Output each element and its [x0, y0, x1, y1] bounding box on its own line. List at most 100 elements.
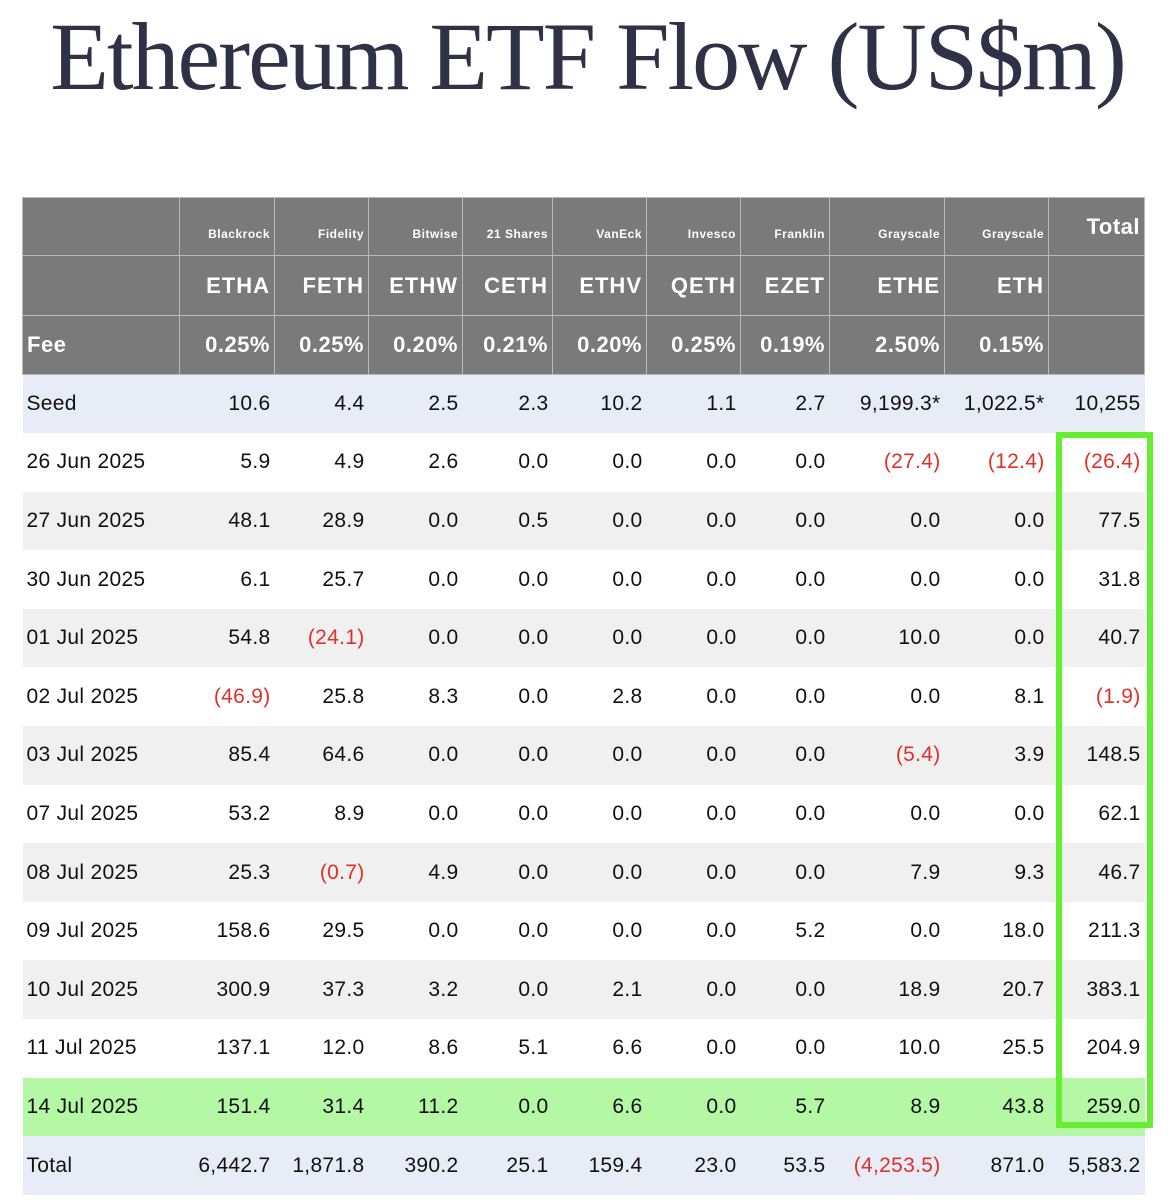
flow-cell: 2.7: [740, 374, 830, 434]
flow-cell: 0.0: [740, 843, 830, 902]
table-row: 27 Jun 2025 48.1 28.9 0.0 0.5 0.0 0.0 0.0 0.0 0.0…: [22, 491, 1145, 551]
table-row: 08 Jul 2025 25.3 (0.7) 4.9 0.0 0.0 0.0 0.0 7.9 9.…: [22, 843, 1145, 902]
issuer-header: VanEck: [552, 197, 647, 256]
flow-cell: 0.0: [740, 550, 830, 609]
flow-cell: 0.0: [646, 1077, 741, 1137]
flow-cell: 0.0: [646, 608, 741, 668]
flow-cell: 6.1: [179, 550, 275, 609]
row-label: 11 Jul 2025: [22, 1019, 180, 1078]
flow-cell: 0.0: [829, 901, 945, 961]
flow-cell: 25.7: [274, 550, 369, 609]
flow-cell: 6,442.7: [179, 1136, 275, 1195]
row-label: 03 Jul 2025: [22, 726, 180, 785]
flow-cell: 0.0: [462, 608, 553, 668]
flow-cell: 0.0: [944, 784, 1049, 844]
flow-cell: 0.0: [740, 608, 830, 668]
table-row: 10 Jul 2025 300.9 37.3 3.2 0.0 2.1 0.0 0.0 18.9 2…: [22, 960, 1145, 1020]
table-row: 11 Jul 2025 137.1 12.0 8.6 5.1 6.6 0.0 0.0 10.0 2…: [22, 1019, 1145, 1078]
flow-cell: 0.0: [944, 491, 1049, 551]
flow-cell: 0.0: [552, 784, 647, 844]
flow-cell: 0.0: [740, 1019, 830, 1078]
flow-cell: 29.5: [274, 901, 369, 961]
fee-value: 0.20%: [368, 315, 463, 375]
flow-cell: 12.0: [274, 1019, 369, 1078]
flow-cell: 0.0: [462, 726, 553, 785]
flow-cell: 0.0: [462, 960, 553, 1020]
etf-flow-table: Blackrock Fidelity Bitwise 21 Shares VanEck I…: [22, 197, 1145, 1195]
flow-cell: 0.0: [646, 726, 741, 785]
flow-cell: 20.7: [944, 960, 1049, 1020]
flow-cell: 1,022.5*: [944, 374, 1049, 434]
flow-cell: 0.0: [462, 667, 553, 727]
flow-cell: 1,871.8: [274, 1136, 369, 1195]
flow-cell: 31.4: [274, 1077, 369, 1137]
flow-cell: 2.3: [462, 374, 553, 434]
flow-cell: 0.0: [368, 491, 463, 551]
row-total-cell: 62.1: [1048, 784, 1145, 844]
flow-cell: 0.0: [740, 960, 830, 1020]
flow-cell: (27.4): [829, 433, 945, 492]
fee-value: 0.25%: [646, 315, 741, 375]
row-label: Total: [22, 1136, 180, 1195]
flow-cell: 159.4: [552, 1136, 647, 1195]
flow-cell: 2.5: [368, 374, 463, 434]
flow-cell: 0.0: [646, 784, 741, 844]
flow-cell: 6.6: [552, 1019, 647, 1078]
flow-cell: 0.0: [646, 901, 741, 961]
row-label: 09 Jul 2025: [22, 901, 180, 961]
fee-value: 0.20%: [552, 315, 647, 375]
ticker-header: CETH: [462, 255, 553, 316]
flow-cell: 0.0: [646, 960, 741, 1020]
header-corner: [22, 255, 180, 316]
header-corner: [22, 197, 180, 256]
flow-cell: 5.7: [740, 1077, 830, 1137]
flow-cell: 0.0: [740, 726, 830, 785]
flow-cell: 25.8: [274, 667, 369, 727]
row-total-cell: 5,583.2: [1048, 1136, 1145, 1195]
ticker-header-row: ETHA FETH ETHW CETH ETHV QETH EZET ETHE ETH: [22, 255, 1145, 316]
row-label: 08 Jul 2025: [22, 843, 180, 902]
flow-cell: 0.0: [646, 667, 741, 727]
flow-cell: 0.0: [829, 784, 945, 844]
row-total-cell: 10,255: [1048, 374, 1145, 434]
flow-cell: 0.0: [740, 784, 830, 844]
flow-cell: 0.0: [646, 491, 741, 551]
fee-header-row: Fee 0.25% 0.25% 0.20% 0.21% 0.20% 0.25% 0.19% 2…: [22, 315, 1145, 375]
flow-cell: 0.0: [646, 433, 741, 492]
fee-value: 0.15%: [944, 315, 1049, 375]
flow-cell: 0.0: [944, 608, 1049, 668]
flow-cell: 2.1: [552, 960, 647, 1020]
flow-cell: 48.1: [179, 491, 275, 551]
table-row: 02 Jul 2025 (46.9) 25.8 8.3 0.0 2.8 0.0 0.0 0.0 8…: [22, 667, 1145, 727]
ticker-header: FETH: [274, 255, 369, 316]
issuer-header: Bitwise: [368, 197, 463, 256]
flow-cell: 64.6: [274, 726, 369, 785]
flow-cell: 0.0: [944, 550, 1049, 609]
row-label: 30 Jun 2025: [22, 550, 180, 609]
flow-cell: 9,199.3*: [829, 374, 945, 434]
flow-cell: 0.0: [829, 667, 945, 727]
row-label: Seed: [22, 374, 180, 434]
flow-cell: 5.1: [462, 1019, 553, 1078]
flow-cell: 0.0: [740, 433, 830, 492]
issuer-header: Grayscale: [829, 197, 945, 256]
flow-cell: 137.1: [179, 1019, 275, 1078]
flow-cell: 3.2: [368, 960, 463, 1020]
ticker-header: ETHV: [552, 255, 647, 316]
issuer-header: Grayscale: [944, 197, 1049, 256]
ticker-header: EZET: [740, 255, 830, 316]
flow-cell: 25.3: [179, 843, 275, 902]
ticker-header: QETH: [646, 255, 741, 316]
row-total-cell: 40.7: [1048, 608, 1145, 668]
row-label: 02 Jul 2025: [22, 667, 180, 727]
issuer-header: 21 Shares: [462, 197, 553, 256]
flow-cell: 0.0: [552, 843, 647, 902]
flow-cell: 0.0: [462, 550, 553, 609]
flow-cell: 0.0: [740, 491, 830, 551]
table-row: 01 Jul 2025 54.8 (24.1) 0.0 0.0 0.0 0.0 0.0 10.0…: [22, 608, 1145, 668]
table-row: 26 Jun 2025 5.9 4.9 2.6 0.0 0.0 0.0 0.0 (27.4) (1…: [22, 433, 1145, 492]
row-total-cell: 46.7: [1048, 843, 1145, 902]
row-label: 07 Jul 2025: [22, 784, 180, 844]
row-label: 10 Jul 2025: [22, 960, 180, 1020]
flow-cell: 0.0: [368, 901, 463, 961]
